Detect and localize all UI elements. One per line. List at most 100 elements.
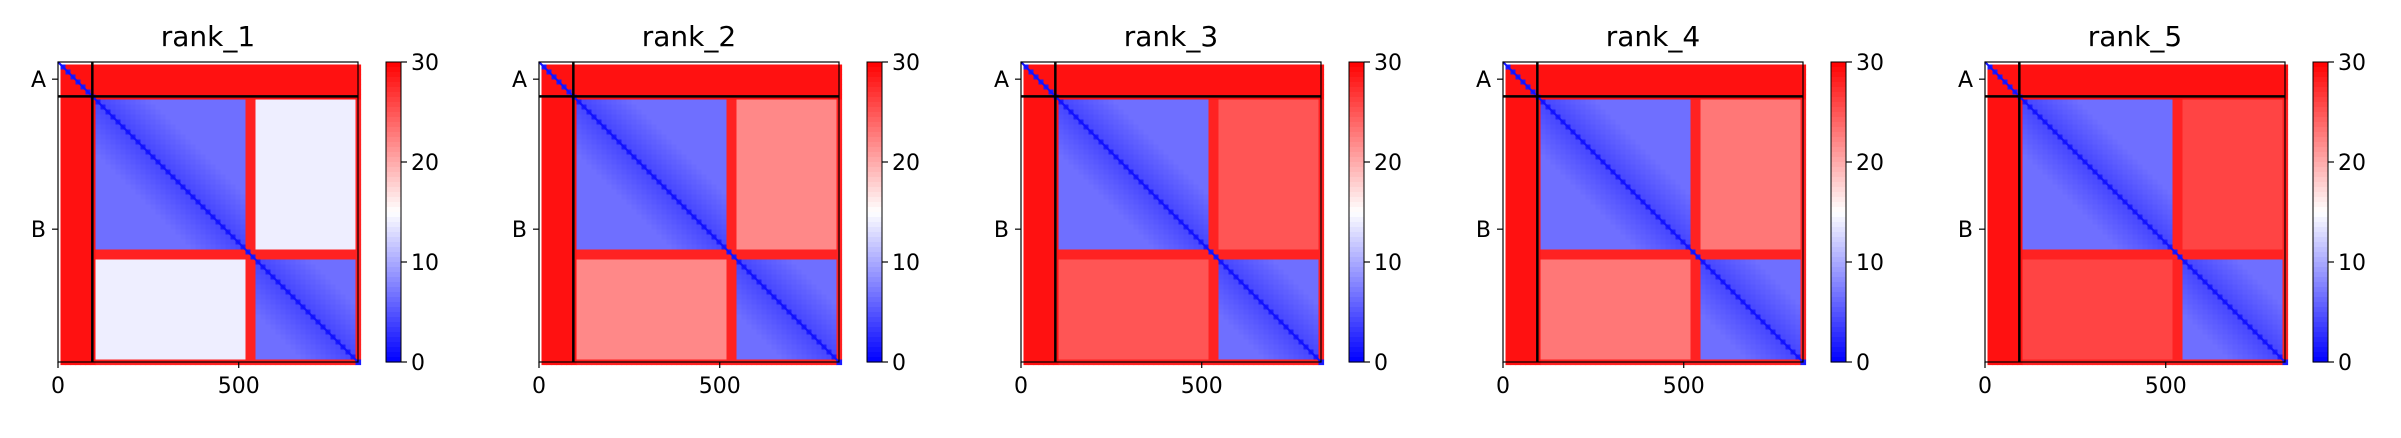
heatmap-cell [681, 114, 688, 121]
heatmap-cell [335, 324, 342, 331]
heatmap-cell [120, 189, 127, 196]
heatmap-cell [235, 179, 242, 186]
heatmap-cell [140, 219, 147, 226]
heatmap-cell [155, 354, 162, 361]
heatmap-cell [75, 199, 82, 206]
heatmap-cell [115, 264, 122, 271]
heatmap-cell [551, 119, 558, 126]
heatmap-cell [120, 239, 127, 246]
heatmap-cell [566, 139, 573, 146]
heatmap-cell [245, 139, 252, 146]
heatmap-cell [220, 264, 227, 271]
heatmap-cell [340, 104, 347, 111]
heatmap-cell [335, 314, 342, 321]
heatmap-cell [340, 294, 347, 301]
heatmap-cell [120, 149, 127, 156]
heatmap-cell [350, 104, 357, 111]
heatmap-cell [831, 129, 838, 136]
heatmap-cell [315, 354, 322, 361]
heatmap-cell [596, 109, 603, 116]
heatmap-cell [345, 344, 352, 351]
heatmap-cell [681, 149, 688, 156]
heatmap-cell [711, 124, 718, 131]
heatmap-cell [170, 279, 177, 286]
heatmap-cell [65, 229, 72, 236]
heatmap-cell [215, 79, 222, 86]
heatmap-cell [731, 99, 738, 106]
heatmap-cell [345, 119, 352, 126]
heatmap-cell [646, 79, 653, 86]
heatmap-cell [200, 129, 207, 136]
heatmap-cell [140, 129, 147, 136]
heatmap-cell [190, 139, 197, 146]
heatmap-cell [165, 209, 172, 216]
heatmap-cell [350, 329, 357, 336]
heatmap-cell [350, 149, 357, 156]
heatmap-cell [340, 334, 347, 341]
heatmap-cell [350, 194, 357, 201]
heatmap-cell [310, 104, 317, 111]
heatmap-cell [601, 64, 608, 71]
heatmap-cell [761, 134, 768, 141]
heatmap-cell [285, 134, 292, 141]
heatmap-cell [335, 299, 342, 306]
heatmap-cell [671, 89, 678, 96]
heatmap-cell [701, 159, 708, 166]
heatmap-cell [150, 219, 157, 226]
heatmap-cell [696, 124, 703, 131]
heatmap-cell [95, 284, 102, 291]
heatmap-cell [110, 134, 117, 141]
heatmap-cell [300, 209, 307, 216]
heatmap-cell [666, 149, 673, 156]
heatmap-cell [200, 184, 207, 191]
heatmap-cell [165, 199, 172, 206]
heatmap-cell [175, 219, 182, 226]
heatmap-cell [796, 114, 803, 121]
heatmap-cell [100, 179, 107, 186]
heatmap-cell [190, 274, 197, 281]
heatmap-cell [235, 304, 242, 311]
heatmap-cell [275, 194, 282, 201]
colorbar-segment [386, 207, 401, 213]
heatmap-cell [636, 169, 643, 176]
heatmap-cell [320, 99, 327, 106]
heatmap-cell [210, 104, 217, 111]
heatmap-cell [340, 304, 347, 311]
heatmap-cell [786, 109, 793, 116]
heatmap-cell [676, 109, 683, 116]
heatmap-cell [350, 239, 357, 246]
heatmap-cell [255, 219, 262, 226]
heatmap-cell [681, 164, 688, 171]
heatmap-cell [150, 124, 157, 131]
heatmap-cell [255, 229, 262, 236]
heatmap-cell [135, 234, 142, 241]
heatmap-cell [100, 309, 107, 316]
heatmap-cell [325, 254, 332, 261]
heatmap-cell [130, 114, 137, 121]
heatmap-cell [701, 84, 708, 91]
heatmap-cell [265, 344, 272, 351]
heatmap-cell [180, 64, 187, 71]
heatmap-cell [290, 134, 297, 141]
heatmap-cell [556, 104, 563, 111]
heatmap-cell [320, 289, 327, 296]
heatmap-cell [180, 114, 187, 121]
colorbar-segment [386, 162, 401, 168]
heatmap-cell [300, 184, 307, 191]
heatmap-cell [335, 109, 342, 116]
heatmap-cell [285, 64, 292, 71]
heatmap-cell [175, 144, 182, 151]
heatmap-cell [245, 169, 252, 176]
heatmap-cell [651, 124, 658, 131]
heatmap-cell [681, 124, 688, 131]
heatmap-cell [275, 284, 282, 291]
heatmap-cell [70, 149, 77, 156]
heatmap-cell [75, 209, 82, 216]
heatmap-cell [105, 239, 112, 246]
heatmap-cell [250, 309, 257, 316]
heatmap-cell [130, 329, 137, 336]
heatmap-cell [65, 314, 72, 321]
heatmap-cell [255, 314, 262, 321]
heatmap-cell [135, 184, 142, 191]
heatmap-cell [736, 64, 743, 71]
